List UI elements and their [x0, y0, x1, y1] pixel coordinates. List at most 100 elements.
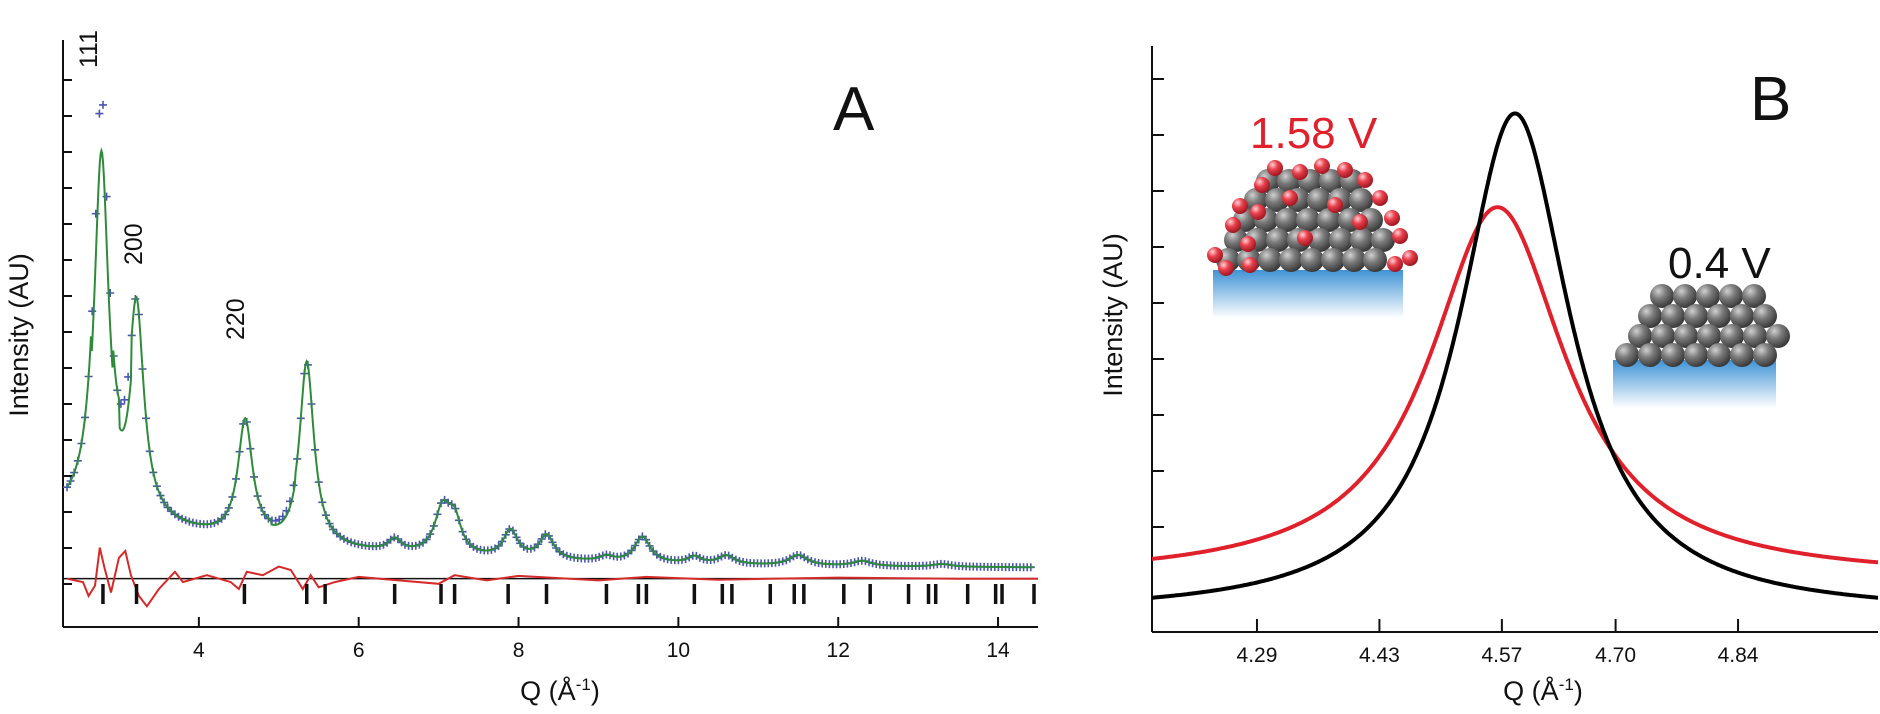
oxygen-atom — [1207, 247, 1223, 263]
panel-a-x-axis-title: Q (Å-1) — [520, 675, 600, 706]
panel-b-x-tick-label: 4.29 — [1237, 644, 1278, 667]
metal-atom — [1258, 248, 1282, 272]
oxygen-atom — [1314, 158, 1330, 174]
metal-atom — [1371, 228, 1395, 252]
metal-atom — [1753, 343, 1777, 367]
oxygen-atom — [1254, 177, 1270, 193]
metal-atom — [1319, 169, 1343, 193]
panel-b-x-axis-title: Q (Å-1) — [1503, 675, 1583, 706]
panel-b-x-ticks: 4.29 4.43 4.57 4.70 4.84 — [1237, 619, 1759, 667]
metal-atom — [1296, 208, 1320, 232]
metal-atom — [1743, 324, 1767, 348]
metal-atom — [1684, 343, 1708, 367]
metal-atom — [1300, 248, 1324, 272]
oxygen-atom — [1392, 228, 1408, 244]
oxygen-atom — [1384, 210, 1400, 226]
metal-atom — [1673, 284, 1697, 308]
oxygen-atom — [1327, 197, 1343, 213]
panel-b-curve-1-58v — [1151, 205, 1879, 565]
metal-atom — [1342, 248, 1366, 272]
metal-atom — [1638, 304, 1662, 328]
metal-atom — [1628, 324, 1652, 348]
substrate-oxidized-illustration — [1213, 270, 1403, 318]
panel-a-observed-point — [91, 209, 100, 218]
panel-a-peak-labels: 111 200 220 — [75, 30, 250, 340]
oxygen-atom — [1250, 204, 1266, 220]
annotation-1-58v: 1.58 V — [1250, 109, 1378, 158]
panel-a-peak-label: 111 — [75, 30, 103, 68]
panel-a-observed-point — [271, 516, 280, 525]
metal-atom — [1742, 284, 1766, 308]
metal-atom — [1766, 324, 1790, 348]
metal-atom — [1707, 304, 1731, 328]
panel-a-observed-point — [88, 307, 97, 316]
panel-a-observed-point — [120, 395, 129, 404]
metal-atom — [1349, 188, 1373, 212]
oxygen-atom — [1225, 217, 1241, 233]
panel-a-peak-label: 200 — [120, 223, 148, 265]
reduced-nanoparticle-illustration — [1615, 284, 1790, 367]
metal-atom — [1650, 284, 1674, 308]
panel-b-x-tick-label: 4.70 — [1595, 644, 1636, 667]
panel-b-x-axis-title-close: ) — [1574, 676, 1583, 706]
oxidized-nanoparticle-illustration — [1207, 158, 1418, 276]
oxygen-atom — [1282, 190, 1298, 206]
oxygen-atom — [1297, 230, 1313, 246]
metal-atom — [1363, 248, 1387, 272]
panel-a-x-tick-label: 4 — [193, 639, 205, 662]
metal-atom — [1279, 248, 1303, 272]
panel-a-reflection-ticks — [101, 584, 1036, 604]
oxygen-atom — [1337, 162, 1353, 178]
oxygen-atom — [1372, 190, 1388, 206]
panel-a-x-tick-label: 8 — [513, 639, 525, 662]
panel-a-y-ticks — [63, 79, 72, 585]
metal-atom — [1265, 188, 1289, 212]
metal-atom — [1266, 228, 1290, 252]
panel-a-chart: 4 6 8 10 12 14 111 200 220 A Intensity (AU) Q (… — [4, 30, 1038, 706]
metal-atom — [1638, 343, 1662, 367]
metal-atom — [1317, 208, 1341, 232]
metal-atom — [1707, 343, 1731, 367]
oxygen-atom — [1242, 257, 1258, 273]
panel-b-chart: 4.29 4.43 4.57 4.70 4.84 1.58 V 0.4 V B Inte… — [1098, 46, 1879, 706]
metal-atom — [1720, 324, 1744, 348]
metal-atom — [1661, 304, 1685, 328]
panel-b-x-axis-title-sup: -1 — [1559, 675, 1574, 694]
oxygen-atom — [1387, 256, 1403, 272]
panel-a-x-tick-label: 6 — [353, 639, 365, 662]
oxygen-atom — [1292, 164, 1308, 180]
metal-atom — [1651, 324, 1675, 348]
panel-b-y-axis-title: Intensity (AU) — [1098, 233, 1128, 397]
oxygen-atom — [1357, 172, 1373, 188]
panel-b-x-tick-label: 4.43 — [1359, 644, 1400, 667]
annotation-0-4v: 0.4 V — [1668, 239, 1771, 288]
oxygen-atom — [1240, 236, 1256, 252]
panel-a-x-axis-title-sup: -1 — [576, 675, 591, 694]
metal-atom — [1697, 324, 1721, 348]
panel-a-observed-points — [63, 100, 1035, 572]
panel-a-observed-point — [95, 109, 104, 118]
metal-atom — [1730, 304, 1754, 328]
metal-atom — [1329, 228, 1353, 252]
metal-atom — [1321, 248, 1345, 272]
panel-a-x-tick-label: 10 — [667, 639, 690, 662]
metal-atom — [1696, 284, 1720, 308]
panel-a-fit-curve — [66, 146, 1034, 569]
oxygen-atom — [1267, 160, 1283, 176]
panel-b-curve-0-4v — [1151, 111, 1879, 600]
panel-a-observed-point — [106, 289, 115, 297]
panel-a-x-ticks: 4 6 8 10 12 14 — [193, 617, 1010, 662]
panel-a-observed-point — [99, 100, 107, 109]
metal-atom — [1719, 284, 1743, 308]
metal-atom — [1275, 208, 1299, 232]
panel-b-x-tick-label: 4.84 — [1718, 644, 1759, 667]
panel-a-difference-curve — [66, 547, 1038, 608]
panel-a-x-tick-label: 14 — [986, 639, 1010, 662]
panel-a-peak-label: 220 — [222, 298, 250, 340]
metal-atom — [1307, 188, 1331, 212]
metal-atom — [1730, 343, 1754, 367]
panel-b-y-ticks — [1152, 78, 1164, 528]
panel-a-x-axis-title-main: Q (Å — [520, 675, 576, 706]
panel-b-label: B — [1750, 65, 1791, 134]
